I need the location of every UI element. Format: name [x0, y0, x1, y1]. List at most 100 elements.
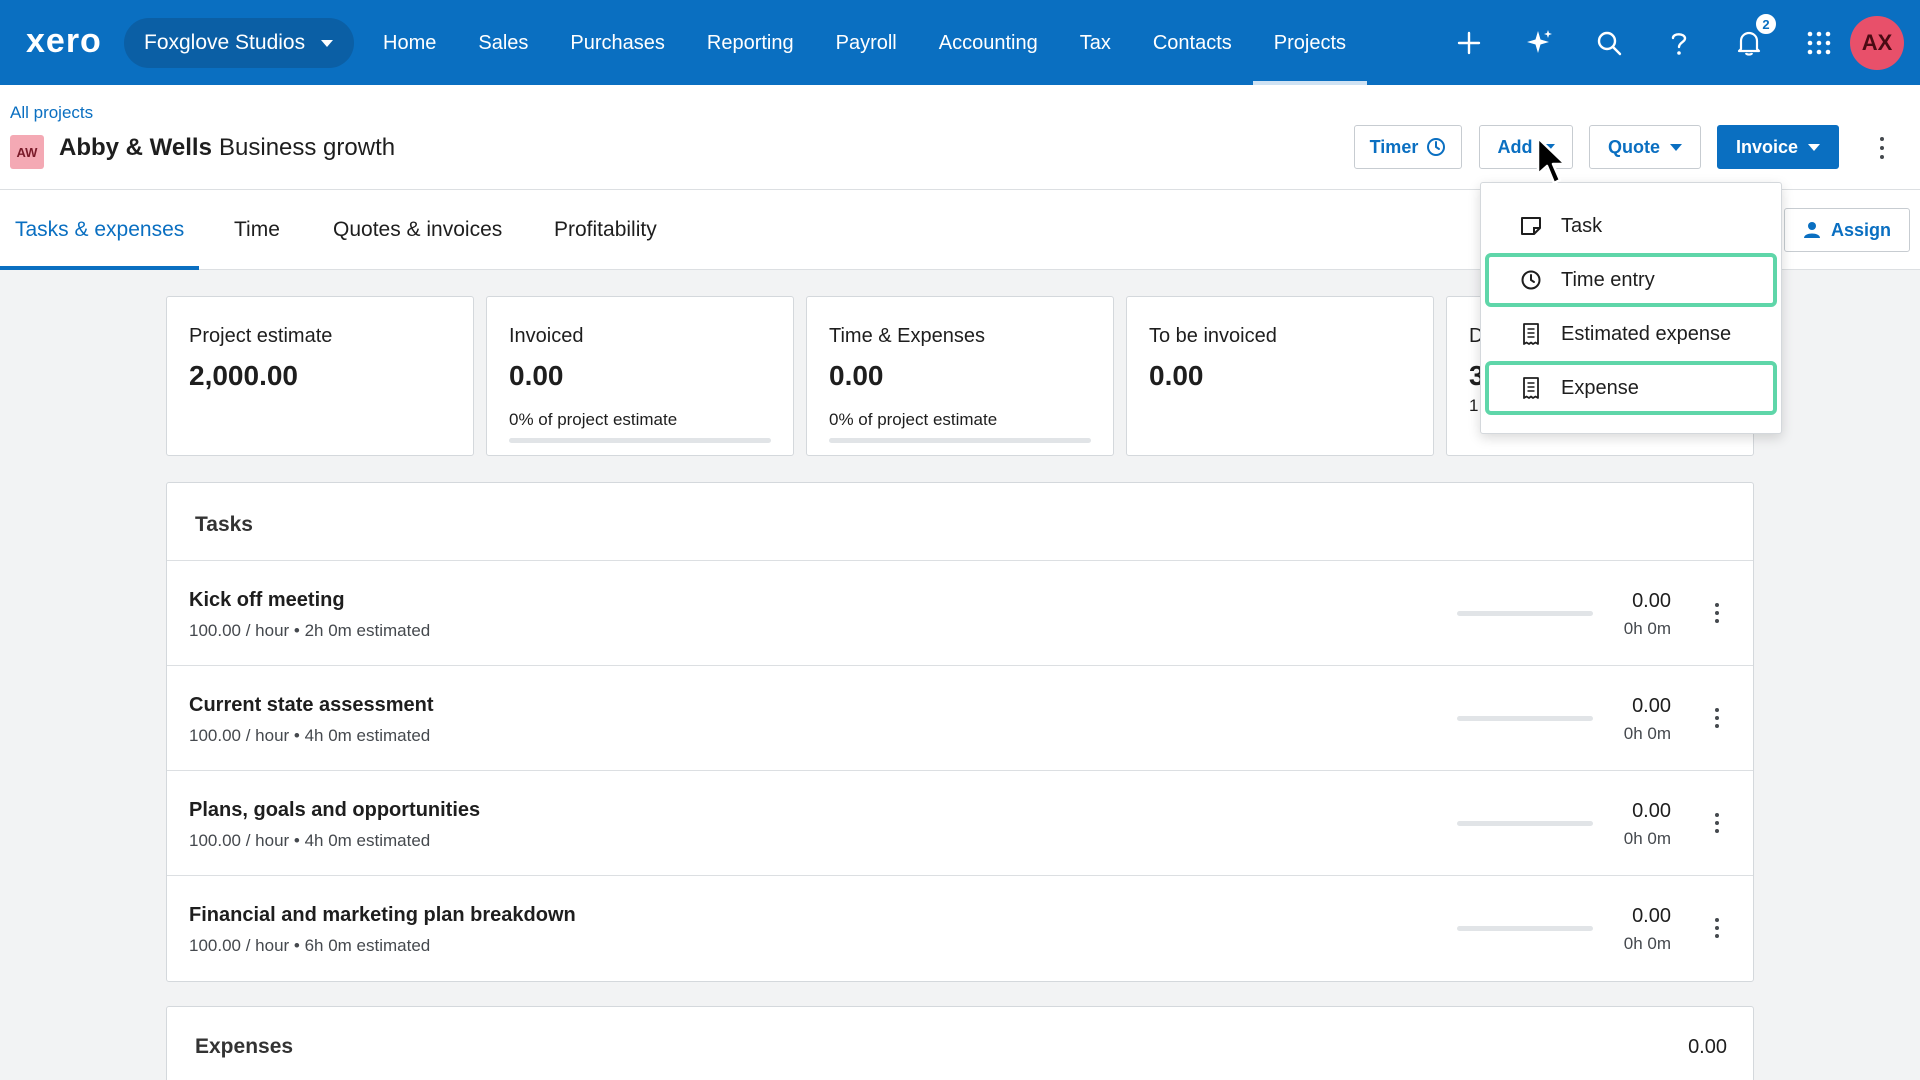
task-hours: 0h 0m: [1623, 829, 1671, 848]
nav-contacts[interactable]: Contacts: [1152, 32, 1232, 54]
xero-logo[interactable]: xero: [26, 22, 102, 60]
task-progress-bar: [1457, 611, 1593, 616]
bell-icon[interactable]: 2: [1714, 0, 1784, 85]
task-amount: 0.00: [1632, 905, 1671, 927]
card-subtext: 0% of project estimate: [829, 410, 998, 429]
user-avatar[interactable]: AX: [1850, 16, 1904, 70]
task-hours: 0h 0m: [1623, 619, 1671, 638]
task-hours: 0h 0m: [1623, 934, 1671, 953]
card-label: Invoiced: [509, 325, 584, 347]
nav-home[interactable]: Home: [383, 32, 437, 54]
task-progress-bar: [1457, 716, 1593, 721]
card-value: 0.00: [829, 360, 884, 391]
row-more-icon[interactable]: [1712, 706, 1722, 730]
task-meta: 100.00 / hour • 6h 0m estimated: [189, 936, 431, 955]
organisation-switcher[interactable]: Foxglove Studios: [124, 18, 354, 68]
task-meta: 100.00 / hour • 4h 0m estimated: [189, 831, 431, 850]
chevron-down-icon: [1808, 143, 1821, 151]
clock-icon: [1519, 268, 1543, 292]
menu-item-label: Time entry: [1561, 268, 1655, 291]
top-navigation-bar: xero Foxglove Studios Home Sales Purchas…: [0, 0, 1920, 85]
main-nav-links: Home Sales Purchases Reporting Payroll A…: [362, 0, 1368, 85]
card-label: D: [1469, 325, 1484, 347]
tab-profitability[interactable]: Profitability: [554, 218, 657, 241]
tab-time[interactable]: Time: [234, 218, 280, 241]
menu-item-time-entry[interactable]: Time entry: [1485, 253, 1777, 307]
menu-item-estimated-expense[interactable]: Estimated expense: [1485, 307, 1777, 361]
card-label: Project estimate: [189, 325, 333, 347]
task-amount: 0.00: [1632, 590, 1671, 612]
table-row[interactable]: Financial and marketing plan breakdown 1…: [167, 875, 1753, 980]
add-dropdown-menu: Task Time entry Estimated expense Expens…: [1480, 182, 1782, 434]
row-more-icon[interactable]: [1712, 916, 1722, 940]
timer-button[interactable]: Timer: [1354, 125, 1462, 169]
card-label: To be invoiced: [1149, 325, 1277, 347]
row-more-icon[interactable]: [1712, 601, 1722, 625]
card-project-estimate: Project estimate 2,000.00: [166, 296, 474, 456]
task-meta: 100.00 / hour • 4h 0m estimated: [189, 726, 431, 745]
quote-button[interactable]: Quote: [1589, 125, 1701, 169]
nav-projects[interactable]: Projects: [1252, 0, 1368, 85]
sparkle-icon[interactable]: [1504, 0, 1574, 85]
project-title: Business growth: [219, 134, 396, 161]
timer-button-label: Timer: [1369, 136, 1419, 157]
assign-button-label: Assign: [1830, 219, 1891, 240]
menu-item-task[interactable]: Task: [1485, 199, 1777, 253]
nav-accounting[interactable]: Accounting: [938, 32, 1038, 54]
progress-bar: [829, 438, 1091, 443]
menu-item-label: Task: [1561, 214, 1603, 237]
help-icon[interactable]: [1644, 0, 1714, 85]
task-meta: 100.00 / hour • 2h 0m estimated: [189, 621, 431, 640]
search-icon[interactable]: [1574, 0, 1644, 85]
row-more-icon[interactable]: [1712, 811, 1722, 835]
task-name: Plans, goals and opportunities: [189, 799, 481, 821]
card-label: Time & Expenses: [829, 325, 985, 347]
task-hours: 0h 0m: [1623, 724, 1671, 743]
invoice-button[interactable]: Invoice: [1717, 125, 1839, 169]
receipt-icon: [1519, 322, 1543, 346]
tasks-panel: Tasks Kick off meeting 100.00 / hour • 2…: [166, 482, 1754, 982]
tasks-panel-title: Tasks: [195, 513, 253, 536]
project-header: All projects AW Abby & Wells Business gr…: [0, 85, 1920, 190]
progress-bar: [509, 438, 771, 443]
invoice-button-label: Invoice: [1735, 136, 1799, 157]
notification-count-badge: 2: [1754, 12, 1778, 36]
breadcrumb-all-projects[interactable]: All projects: [10, 103, 94, 122]
task-progress-bar: [1457, 926, 1593, 931]
chevron-down-icon: [321, 39, 334, 47]
expenses-total: 0.00: [1688, 1036, 1727, 1058]
task-progress-bar: [1457, 821, 1593, 826]
nav-sales[interactable]: Sales: [478, 32, 529, 54]
more-options-icon[interactable]: [1870, 133, 1894, 163]
menu-item-label: Expense: [1561, 376, 1639, 399]
assign-button[interactable]: Assign: [1784, 208, 1910, 252]
nav-purchases[interactable]: Purchases: [570, 32, 665, 54]
task-amount: 0.00: [1632, 800, 1671, 822]
add-button-label: Add: [1497, 136, 1533, 157]
task-amount: 0.00: [1632, 695, 1671, 717]
tab-quotes-invoices[interactable]: Quotes & invoices: [333, 218, 503, 241]
card-invoiced: Invoiced 0.00 0% of project estimate: [486, 296, 794, 456]
person-icon: [1803, 222, 1820, 238]
plus-icon[interactable]: [1434, 0, 1504, 85]
app-grid-icon[interactable]: [1784, 0, 1854, 85]
tab-tasks-expenses[interactable]: Tasks & expenses: [0, 190, 200, 270]
organisation-name: Foxglove Studios: [144, 31, 306, 54]
project-avatar: AW: [10, 135, 44, 169]
task-name: Current state assessment: [189, 694, 434, 716]
table-row[interactable]: Plans, goals and opportunities 100.00 / …: [167, 770, 1753, 875]
nav-payroll[interactable]: Payroll: [835, 32, 897, 54]
quote-button-label: Quote: [1608, 136, 1660, 157]
card-time-expenses: Time & Expenses 0.00 0% of project estim…: [806, 296, 1114, 456]
table-row[interactable]: Kick off meeting 100.00 / hour • 2h 0m e…: [167, 560, 1753, 665]
clock-icon: [1427, 138, 1446, 156]
mouse-cursor-icon: [1536, 136, 1567, 185]
table-row[interactable]: Current state assessment 100.00 / hour •…: [167, 665, 1753, 770]
menu-item-expense[interactable]: Expense: [1485, 361, 1777, 415]
menu-item-label: Estimated expense: [1561, 322, 1732, 345]
card-value: 2,000.00: [189, 360, 298, 391]
nav-tax[interactable]: Tax: [1079, 32, 1111, 54]
expenses-panel-title: Expenses: [195, 1035, 294, 1058]
client-name: Abby & Wells: [59, 134, 212, 161]
nav-reporting[interactable]: Reporting: [706, 32, 794, 54]
